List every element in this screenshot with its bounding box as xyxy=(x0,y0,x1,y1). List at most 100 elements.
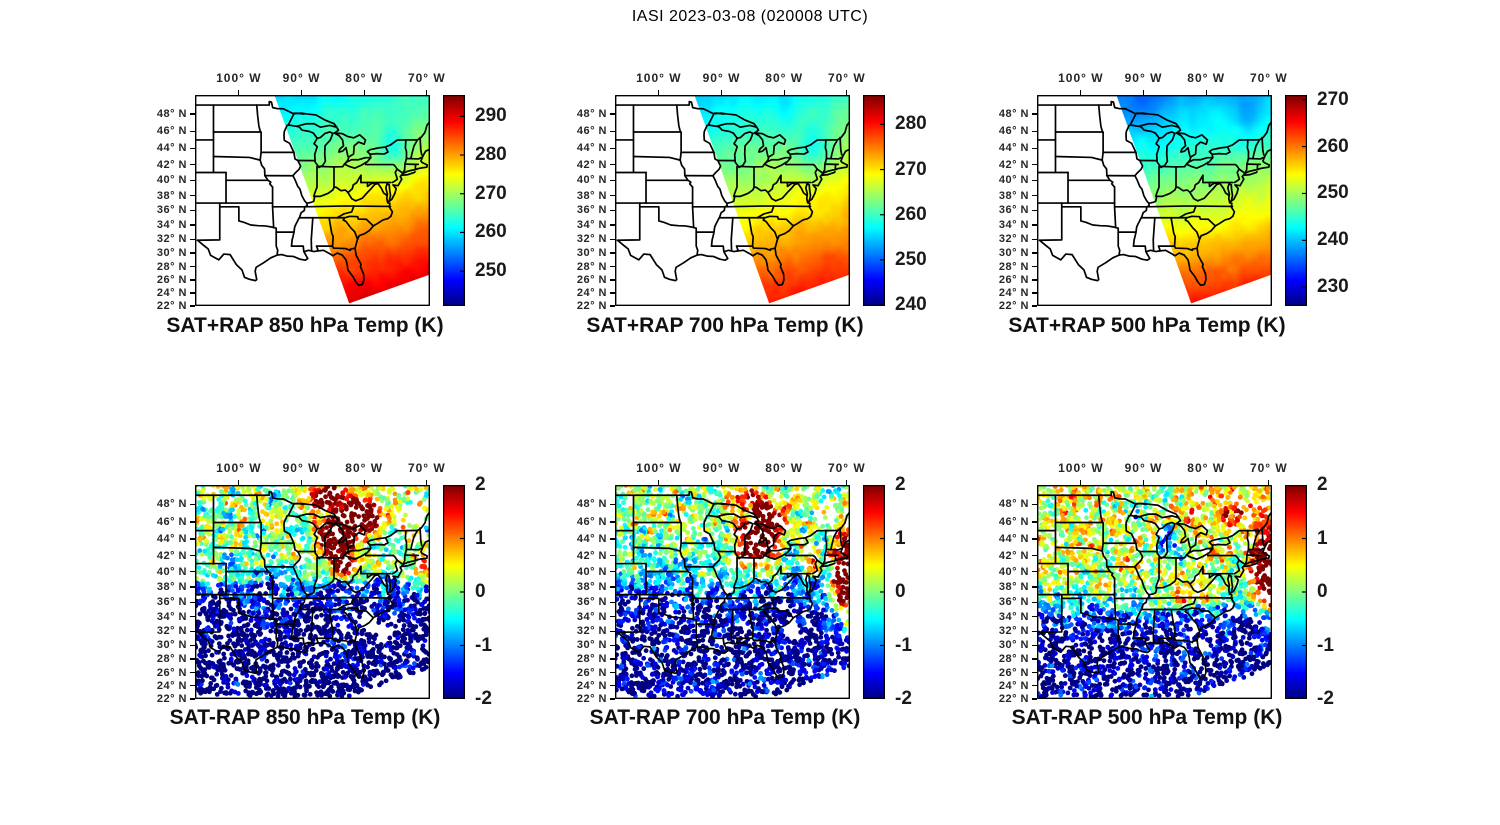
lon-tick-label: 80° W xyxy=(1187,71,1226,85)
lon-tick-mark xyxy=(426,480,428,485)
lat-tick-label: 30° N xyxy=(576,247,607,260)
lat-tick-label: 46° N xyxy=(998,515,1029,528)
lat-tick-label: 26° N xyxy=(156,666,187,679)
lon-tick-label: 70° W xyxy=(407,71,446,85)
lat-tick-mark xyxy=(610,252,615,254)
lat-tick-label: 28° N xyxy=(576,260,607,273)
lon-tick-mark xyxy=(1268,90,1270,95)
lat-tick-label: 46° N xyxy=(998,125,1029,138)
panel-title-sat_plus_rap_700: SAT+RAP 700 hPa Temp (K) xyxy=(586,314,864,337)
lat-tick-label: 36° N xyxy=(998,204,1029,217)
panel-title-sat_plus_rap_850: SAT+RAP 850 hPa Temp (K) xyxy=(166,314,444,337)
lat-tick-mark xyxy=(190,147,195,149)
lon-tick-label: 90° W xyxy=(282,71,321,85)
colorbar-tick-label: 290 xyxy=(475,105,507,127)
lon-tick-label: 70° W xyxy=(827,71,866,85)
map-canvas-sat_plus_rap_700 xyxy=(615,95,850,306)
lat-tick-label: 30° N xyxy=(156,247,187,260)
lat-tick-label: 26° N xyxy=(998,666,1029,679)
colorbar-tick-label: 250 xyxy=(475,260,507,282)
lat-tick-mark xyxy=(1032,521,1037,523)
lat-tick-mark xyxy=(1032,570,1037,573)
lat-tick-mark xyxy=(610,698,615,700)
lat-tick-mark xyxy=(1032,616,1037,618)
map-canvas-sat_plus_rap_850 xyxy=(195,95,430,306)
colorbar-tick-label: 0 xyxy=(895,581,906,602)
lon-tick-mark xyxy=(846,480,848,485)
lat-tick-label: 44° N xyxy=(576,533,607,546)
lat-tick-mark xyxy=(1032,209,1037,212)
lon-tick-label: 100° W xyxy=(216,461,262,475)
map-canvas-sat_plus_rap_500 xyxy=(1037,95,1272,306)
lat-tick-label: 36° N xyxy=(576,204,607,217)
colorbar-tick-label: 270 xyxy=(1317,88,1349,110)
jet-colorbar-sat_plus_rap_700 xyxy=(863,95,885,306)
lat-tick-label: 42° N xyxy=(576,549,607,562)
panel-title-sat_minus_rap_500: SAT-RAP 500 hPa Temp (K) xyxy=(1011,706,1283,729)
lat-tick-label: 48° N xyxy=(156,108,187,121)
lat-tick-label: 38° N xyxy=(156,189,187,202)
lat-tick-label: 48° N xyxy=(998,108,1029,121)
lat-tick-mark xyxy=(610,521,615,523)
lat-tick-label: 22° N xyxy=(576,300,607,312)
lat-tick-mark xyxy=(1032,538,1037,540)
lat-tick-mark xyxy=(610,147,615,149)
lat-tick-mark xyxy=(190,179,195,181)
lat-tick-label: 22° N xyxy=(998,300,1029,312)
lat-tick-mark xyxy=(190,685,195,687)
lon-tick-label: 100° W xyxy=(636,71,682,85)
lon-tick-label: 70° W xyxy=(1249,461,1288,475)
colorbar-tick-label: 260 xyxy=(475,221,507,243)
lat-tick-label: 34° N xyxy=(998,218,1029,231)
lon-tick-label: 90° W xyxy=(1124,71,1163,85)
lat-tick-mark xyxy=(1032,238,1037,240)
lat-tick-label: 36° N xyxy=(998,596,1029,609)
lat-tick-label: 30° N xyxy=(576,639,607,652)
lat-tick-label: 30° N xyxy=(998,639,1029,652)
lon-tick-mark xyxy=(1080,90,1082,95)
lat-tick-mark xyxy=(610,685,615,687)
colorbar-tick-label: 0 xyxy=(1317,581,1328,602)
lat-tick-mark xyxy=(190,194,195,197)
lat-tick-mark xyxy=(1032,698,1037,700)
lat-tick-mark xyxy=(190,279,195,281)
lat-tick-mark xyxy=(610,305,615,307)
lon-tick-mark xyxy=(238,480,240,485)
colorbar-tick-label: -2 xyxy=(475,688,492,709)
colorbar-tick-label: -2 xyxy=(1317,688,1334,709)
colorbar-tick-label: 250 xyxy=(895,248,927,270)
colorbar-tick-label: 230 xyxy=(1317,276,1349,298)
lat-tick-mark xyxy=(1032,130,1037,133)
lat-tick-label: 32° N xyxy=(156,233,187,246)
lat-tick-mark xyxy=(1032,685,1037,687)
lat-tick-label: 42° N xyxy=(156,158,187,171)
lat-tick-mark xyxy=(190,538,195,540)
lat-tick-label: 32° N xyxy=(576,233,607,246)
lat-tick-mark xyxy=(610,209,615,212)
lat-tick-mark xyxy=(610,224,615,226)
lat-tick-mark xyxy=(1032,179,1037,181)
colorbar-tick-label: -1 xyxy=(475,634,492,656)
lat-tick-label: 22° N xyxy=(156,300,187,312)
lat-tick-mark xyxy=(190,644,195,646)
lat-tick-mark xyxy=(1032,252,1037,254)
colorbar-tick-label: 250 xyxy=(1317,182,1349,204)
lat-tick-mark xyxy=(610,601,615,603)
lat-tick-mark xyxy=(1032,194,1037,197)
lat-tick-label: 22° N xyxy=(156,693,187,705)
lat-tick-mark xyxy=(610,279,615,281)
colorbar-tick-label: 270 xyxy=(475,182,507,204)
colorbar-tick-label: 260 xyxy=(1317,135,1349,157)
lat-tick-label: 28° N xyxy=(156,653,187,666)
lat-tick-label: 46° N xyxy=(156,125,187,138)
lon-tick-label: 100° W xyxy=(1058,71,1104,85)
lon-tick-mark xyxy=(1080,480,1082,485)
lat-tick-mark xyxy=(1032,292,1037,294)
lat-tick-mark xyxy=(1032,658,1037,660)
lat-tick-mark xyxy=(190,292,195,294)
colorbar-tick-label: 2 xyxy=(895,474,906,495)
lat-tick-label: 34° N xyxy=(998,610,1029,623)
lat-tick-label: 42° N xyxy=(156,549,187,562)
lat-tick-mark xyxy=(1032,113,1037,115)
